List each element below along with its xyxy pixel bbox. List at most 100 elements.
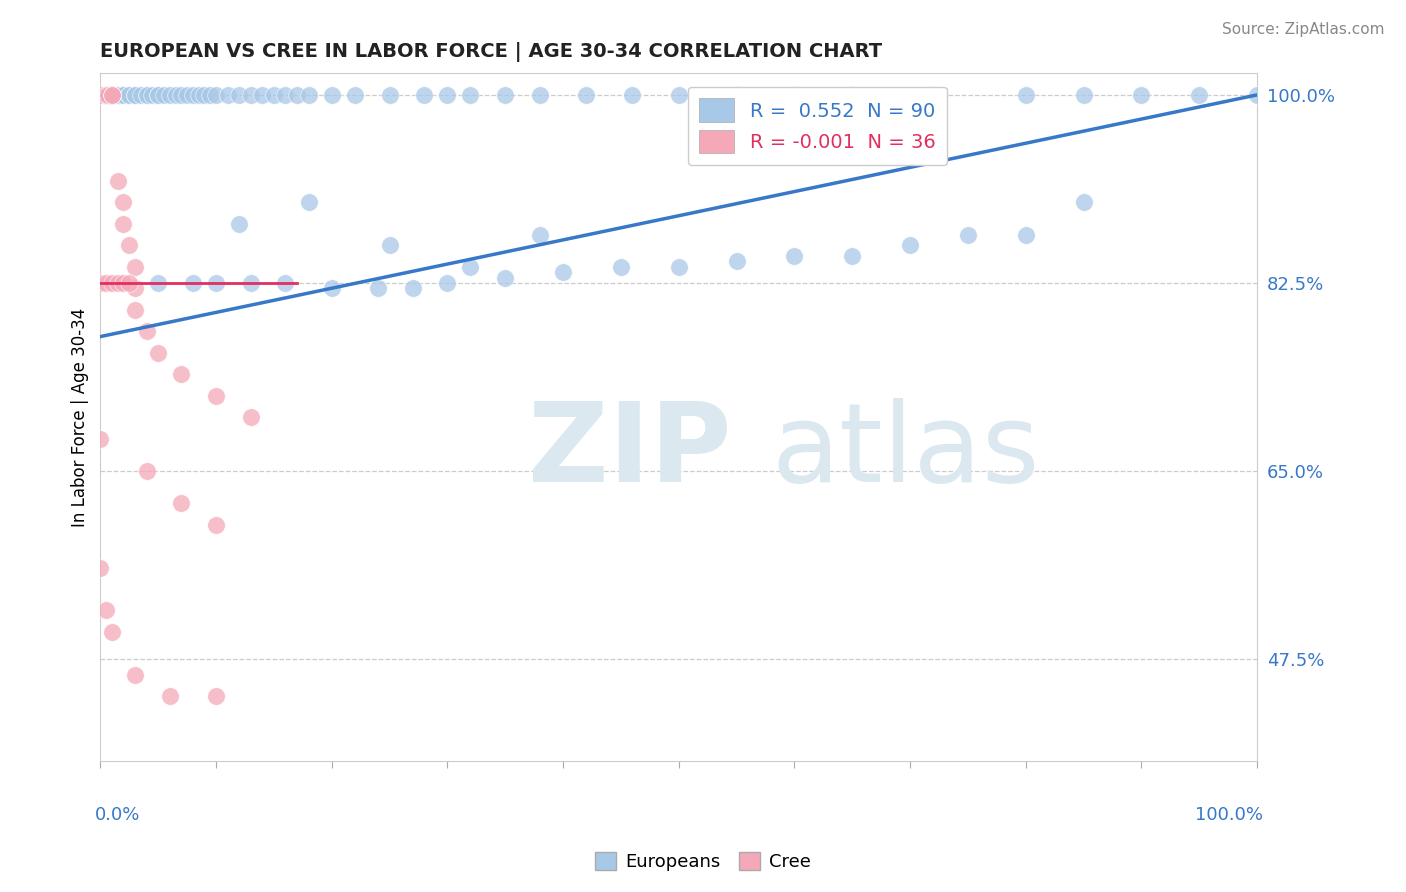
Point (176, 87, 198, 102)
Point (94, 87, 117, 102)
Point (94, 276, 117, 290)
Point (956, 227, 979, 242)
Point (101, 87, 124, 102)
Point (228, 87, 250, 102)
Point (89, 87, 111, 102)
Point (228, 217, 250, 231)
Point (217, 87, 239, 102)
Point (135, 324, 157, 338)
Point (494, 270, 516, 285)
Text: atlas: atlas (772, 398, 1039, 505)
Point (239, 410, 262, 425)
Point (170, 367, 193, 381)
Point (89, 276, 111, 290)
Point (97, 87, 120, 102)
Point (118, 87, 141, 102)
Point (239, 276, 262, 290)
Point (460, 260, 482, 274)
Point (101, 87, 124, 102)
Point (101, 87, 124, 102)
Legend: Europeans, Cree: Europeans, Cree (588, 845, 818, 879)
Point (1073, 195, 1095, 210)
Text: ZIP: ZIP (529, 398, 731, 505)
Point (89, 432, 111, 446)
Point (153, 87, 176, 102)
Point (460, 87, 482, 102)
Point (321, 281, 343, 295)
Point (101, 87, 124, 102)
Point (274, 87, 297, 102)
Point (898, 238, 921, 252)
Point (159, 87, 181, 102)
Point (89, 87, 111, 102)
Point (135, 87, 157, 102)
Point (725, 254, 748, 268)
Point (141, 87, 163, 102)
Point (922, 87, 945, 102)
Point (621, 87, 644, 102)
Point (135, 87, 157, 102)
Point (297, 195, 319, 210)
Point (101, 87, 124, 102)
Point (1246, 87, 1268, 102)
Point (725, 87, 748, 102)
Point (89, 560, 111, 574)
Legend: R =  0.552  N = 90, R = -0.001  N = 36: R = 0.552 N = 90, R = -0.001 N = 36 (688, 87, 948, 165)
Point (97, 87, 120, 102)
Point (205, 276, 228, 290)
Point (193, 87, 215, 102)
Point (112, 195, 135, 210)
Point (94, 87, 117, 102)
Point (118, 238, 141, 252)
Point (529, 87, 551, 102)
Point (367, 281, 389, 295)
Point (343, 87, 366, 102)
Y-axis label: In Labor Force | Age 30-34: In Labor Force | Age 30-34 (72, 308, 89, 527)
Point (89, 87, 111, 102)
Point (575, 87, 598, 102)
Point (124, 260, 146, 274)
Text: 100.0%: 100.0% (1195, 805, 1263, 823)
Point (187, 87, 209, 102)
Point (205, 87, 228, 102)
Point (783, 249, 806, 263)
Text: EUROPEAN VS CREE IN LABOR FORCE | AGE 30-34 CORRELATION CHART: EUROPEAN VS CREE IN LABOR FORCE | AGE 30… (100, 42, 883, 62)
Text: Source: ZipAtlas.com: Source: ZipAtlas.com (1222, 22, 1385, 37)
Point (239, 87, 262, 102)
Point (297, 87, 319, 102)
Point (107, 87, 129, 102)
Point (107, 174, 129, 188)
Point (124, 668, 146, 682)
Point (205, 389, 228, 403)
Point (841, 249, 863, 263)
Point (112, 217, 135, 231)
Point (101, 87, 124, 102)
Point (205, 517, 228, 532)
Point (118, 87, 141, 102)
Point (101, 624, 124, 639)
Text: 0.0%: 0.0% (94, 805, 141, 823)
Point (668, 87, 690, 102)
Point (200, 87, 222, 102)
Point (98, 87, 121, 102)
Point (94, 87, 117, 102)
Point (124, 87, 146, 102)
Point (610, 260, 633, 274)
Point (165, 87, 187, 102)
Point (148, 276, 170, 290)
Point (263, 87, 285, 102)
Point (101, 87, 124, 102)
Point (124, 281, 146, 295)
Point (783, 87, 806, 102)
Point (436, 87, 458, 102)
Point (274, 276, 297, 290)
Point (124, 302, 146, 317)
Point (1015, 227, 1038, 242)
Point (107, 87, 129, 102)
Point (170, 496, 193, 510)
Point (1015, 87, 1038, 102)
Point (181, 276, 204, 290)
Point (841, 87, 863, 102)
Point (181, 87, 204, 102)
Point (378, 238, 401, 252)
